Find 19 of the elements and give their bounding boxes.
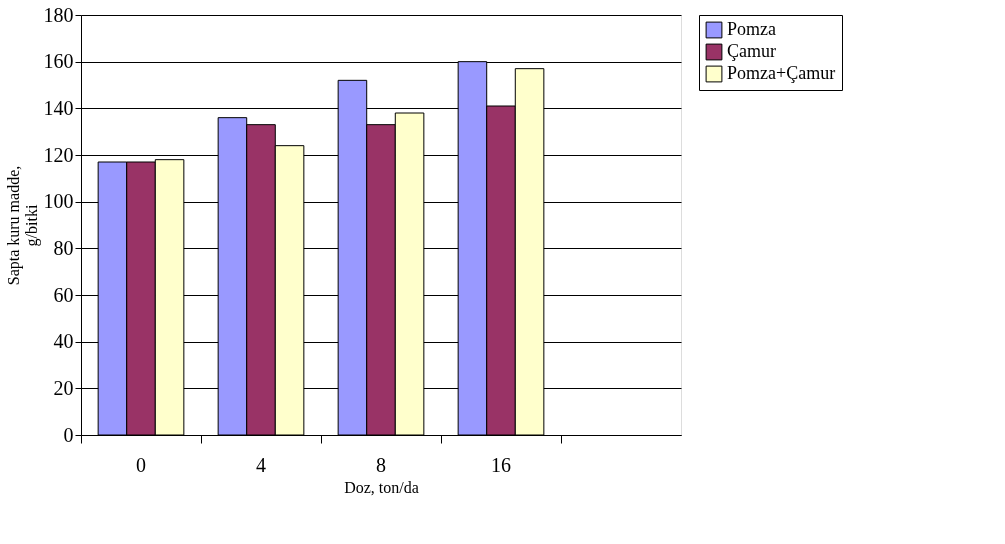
legend-label: Pomza+Çamur — [727, 63, 836, 83]
legend-label: Çamur — [727, 41, 776, 61]
y-tick-label: 60 — [53, 283, 74, 306]
y-tick-label: 140 — [43, 96, 74, 119]
y-tick-label: 0 — [63, 423, 74, 446]
x-tick-label: 16 — [491, 453, 511, 476]
y-tick-label: 180 — [43, 3, 74, 26]
y-tick-label: 80 — [53, 236, 74, 259]
x-axis-title: Doz, ton/da — [344, 478, 419, 496]
y-tick-label: 20 — [53, 376, 74, 399]
x-tick-label: 0 — [136, 453, 146, 476]
y-tick-label: 40 — [53, 330, 74, 353]
y-axis-title: Sapta kuru madde, g/bitki — [4, 165, 41, 286]
legend-label: Pomza — [727, 19, 776, 39]
x-tick-label: 4 — [256, 453, 266, 476]
y-tick-label: 100 — [43, 190, 74, 213]
x-tick-label: 8 — [376, 453, 386, 476]
y-tick-label: 120 — [43, 143, 74, 166]
y-tick-label: 160 — [43, 50, 74, 73]
